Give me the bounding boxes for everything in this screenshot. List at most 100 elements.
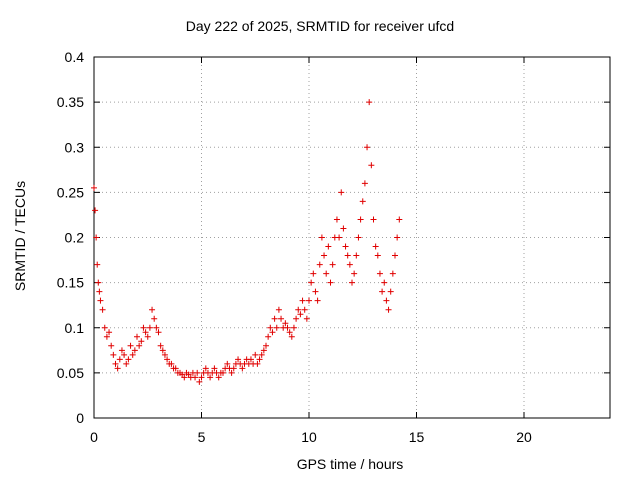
- data-point: [389, 270, 396, 277]
- y-tick-label: 0.15: [57, 275, 84, 291]
- data-point: [267, 324, 274, 331]
- grid-lines: [94, 57, 610, 418]
- data-point: [396, 216, 403, 223]
- data-point: [228, 369, 235, 376]
- data-point: [127, 342, 134, 349]
- data-point: [293, 315, 300, 322]
- y-tick-label: 0.35: [57, 94, 84, 110]
- data-point: [256, 356, 263, 363]
- x-tick-label: 10: [301, 429, 317, 445]
- y-tick-label: 0.3: [65, 139, 85, 155]
- data-point: [99, 306, 106, 313]
- data-point: [387, 288, 394, 295]
- data-point: [202, 365, 209, 372]
- data-point: [385, 306, 392, 313]
- data-point: [123, 360, 130, 367]
- x-tick-label: 5: [198, 429, 206, 445]
- data-point: [239, 365, 246, 372]
- data-point: [263, 342, 269, 349]
- data-point: [198, 374, 205, 381]
- data-point: [196, 378, 203, 385]
- data-point: [172, 365, 179, 372]
- data-point: [370, 216, 377, 223]
- x-tick-label: 15: [409, 429, 425, 445]
- data-point: [224, 360, 231, 367]
- data-point: [181, 374, 188, 381]
- data-point: [103, 333, 110, 340]
- data-point: [301, 306, 308, 313]
- y-tick-label: 0.2: [65, 230, 85, 246]
- data-point: [278, 315, 285, 322]
- data-point: [308, 279, 315, 286]
- data-point: [235, 356, 242, 363]
- axis-ticks: 0 0.05 0.1 0.15 0.2 0.25 0.3 0.35 0.4 0 5 10 15 20: [57, 49, 610, 445]
- data-point: [207, 374, 214, 381]
- y-tick-label: 0.1: [65, 320, 85, 336]
- data-point: [290, 324, 297, 331]
- data-point: [314, 297, 321, 304]
- data-point: [96, 288, 103, 295]
- data-point: [275, 306, 282, 313]
- data-point: [134, 333, 140, 340]
- data-point: [108, 342, 115, 349]
- data-point: [247, 356, 254, 363]
- x-axis-label: GPS time / hours: [296, 456, 404, 472]
- data-point: [106, 329, 113, 336]
- data-point: [110, 351, 117, 358]
- data-point: [140, 324, 147, 331]
- data-point: [192, 374, 199, 381]
- data-point: [93, 234, 100, 241]
- data-point: [273, 324, 280, 331]
- data-point: [361, 180, 368, 187]
- data-point: [297, 311, 304, 318]
- data-point: [392, 252, 398, 259]
- data-point: [95, 279, 102, 286]
- data-point: [282, 320, 289, 327]
- data-point: [333, 216, 340, 223]
- data-point: [325, 243, 332, 250]
- data-point: [121, 351, 128, 358]
- data-point: [157, 342, 164, 349]
- data-point: [116, 356, 123, 363]
- data-point: [146, 324, 153, 331]
- data-point: [286, 329, 293, 336]
- data-point: [94, 261, 101, 268]
- data-point: [161, 351, 168, 358]
- data-point: [303, 315, 310, 322]
- data-point: [220, 369, 226, 376]
- data-point: [265, 333, 272, 340]
- data-point: [351, 270, 358, 277]
- x-tick-label: 0: [90, 429, 98, 445]
- data-point: [284, 324, 291, 331]
- y-axis-label: SRMTID / TECUs: [12, 180, 28, 292]
- data-point: [374, 252, 381, 259]
- data-point: [349, 279, 355, 286]
- data-point: [366, 99, 373, 106]
- data-point: [338, 189, 345, 196]
- data-point: [316, 261, 323, 268]
- data-point: [260, 347, 267, 354]
- data-point: [252, 351, 259, 358]
- data-point: [327, 279, 334, 286]
- data-point: [138, 338, 145, 345]
- data-point: [91, 184, 97, 191]
- data-point: [230, 365, 237, 372]
- y-tick-label: 0: [76, 410, 84, 426]
- data-point: [312, 288, 319, 295]
- data-point: [159, 347, 166, 354]
- data-point: [359, 198, 366, 205]
- data-point: [346, 261, 353, 268]
- data-point: [394, 234, 401, 241]
- data-point: [112, 360, 119, 367]
- data-point: [144, 333, 151, 340]
- data-point: [168, 360, 175, 367]
- data-point: [271, 315, 278, 322]
- data-point: [131, 347, 138, 354]
- data-point: [383, 297, 390, 304]
- data-point: [323, 270, 330, 277]
- data-point: [357, 216, 364, 223]
- data-point: [344, 252, 351, 259]
- data-point: [153, 324, 160, 331]
- data-point: [136, 342, 143, 349]
